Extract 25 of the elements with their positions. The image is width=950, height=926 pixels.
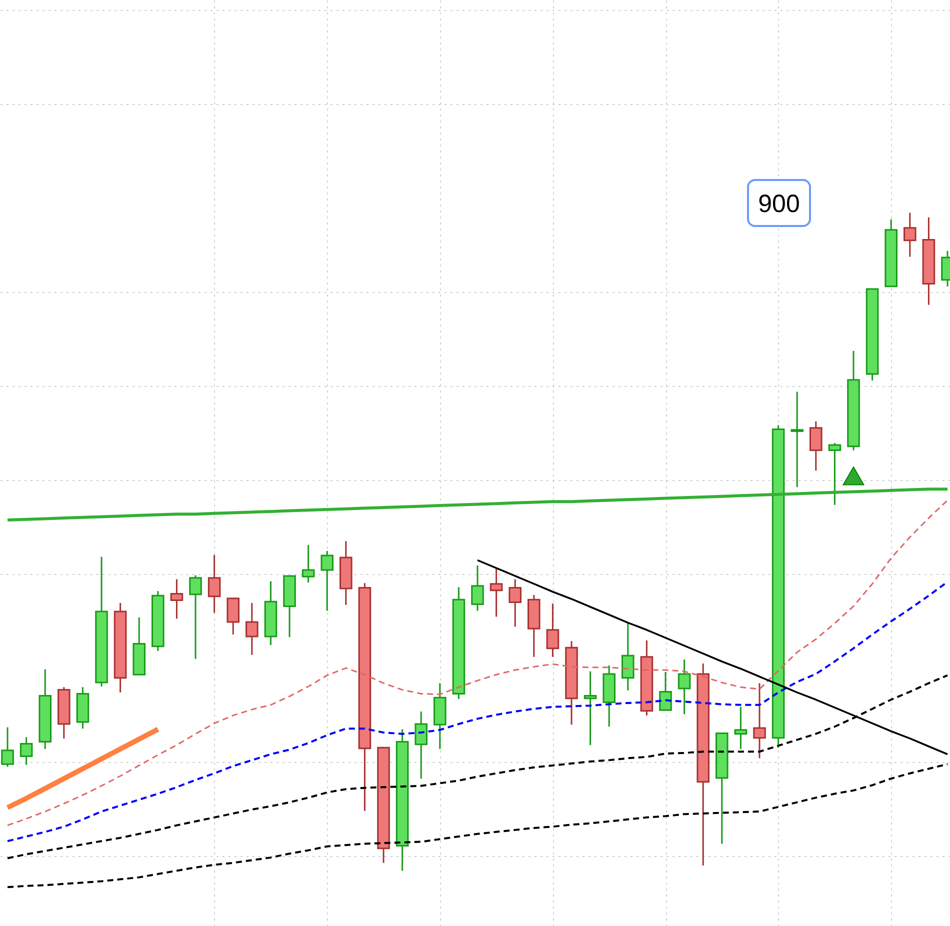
candlestick [546, 602, 560, 658]
annotation: 900 [758, 190, 800, 218]
candlestick [790, 390, 804, 488]
candlestick [1, 726, 14, 768]
candlestick [508, 578, 522, 628]
candlestick [189, 574, 202, 660]
candlestick [320, 550, 334, 612]
candlestick [170, 578, 184, 620]
candlestick [678, 658, 691, 715]
candlestick [828, 442, 842, 506]
candlestick [20, 736, 33, 766]
candlestick [622, 621, 634, 692]
candlestick [659, 671, 672, 711]
candlestick [471, 564, 484, 612]
candlestick [414, 710, 428, 780]
candlestick [302, 544, 315, 584]
candlestick [208, 554, 221, 614]
candlestick [584, 670, 597, 746]
candlestick [734, 706, 748, 750]
candlestick [810, 420, 822, 472]
candlestick [246, 602, 258, 656]
candlestick [904, 212, 916, 258]
candlestick [753, 682, 766, 759]
candlestick [226, 598, 240, 636]
candlestick [490, 568, 503, 618]
